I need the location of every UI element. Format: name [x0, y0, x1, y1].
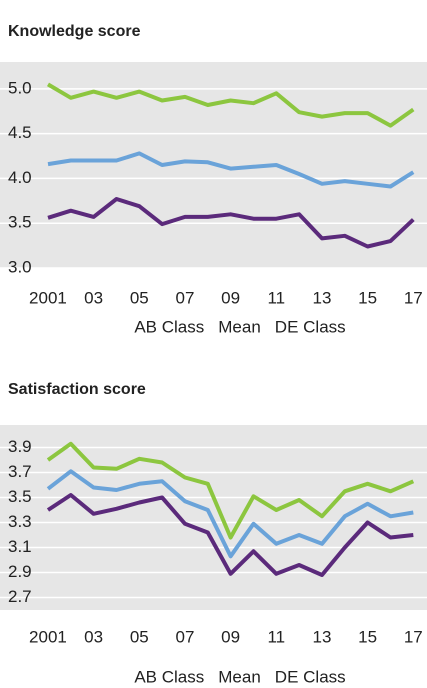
x-tick-label: 03	[84, 627, 103, 646]
series-line	[46, 82, 415, 128]
y-tick-label: 3.0	[8, 257, 32, 276]
legend-entry: Mean	[218, 317, 261, 336]
y-tick-label: 4.0	[8, 168, 32, 187]
x-tick-label: 03	[84, 288, 103, 307]
chart-title: Satisfaction score	[8, 381, 146, 398]
x-tick-label: 17	[404, 288, 423, 307]
chart-title: Knowledge score	[8, 23, 141, 40]
series-line	[46, 493, 414, 577]
x-tick-label: 2001	[29, 627, 67, 646]
y-tick-label: 3.5	[8, 487, 32, 506]
y-tick-label: 3.5	[8, 213, 32, 232]
x-tick-label: 09	[221, 288, 240, 307]
y-tick-label: 2.9	[8, 562, 32, 581]
legend-entry: AB Class	[134, 667, 204, 686]
x-tick-label: 15	[358, 288, 377, 307]
x-tick-label: 17	[404, 627, 423, 646]
x-tick-label: 13	[313, 627, 332, 646]
x-tick-label: 05	[130, 627, 149, 646]
x-tick-label: 11	[267, 288, 285, 307]
series-line	[46, 469, 414, 559]
legend-entry: DE Class	[275, 317, 346, 336]
legend-entry: DE Class	[275, 667, 346, 686]
x-tick-label: 11	[267, 627, 285, 646]
x-tick-label: 13	[313, 288, 332, 307]
series-line	[47, 151, 415, 189]
x-tick-label: 15	[358, 627, 377, 646]
y-tick-label: 5.0	[8, 78, 32, 97]
x-tick-label: 2001	[29, 288, 67, 307]
series-line	[47, 197, 415, 249]
legend-entry: AB Class	[134, 317, 204, 336]
x-tick-label: 07	[175, 288, 194, 307]
x-tick-label: 05	[130, 288, 149, 307]
x-tick-label: 07	[175, 627, 194, 646]
y-tick-label: 3.1	[8, 537, 32, 556]
y-tick-label: 3.3	[8, 512, 32, 531]
legend-entry: Mean	[218, 667, 261, 686]
series-line	[46, 441, 415, 540]
y-tick-label: 2.7	[8, 587, 32, 606]
y-tick-label: 3.7	[8, 462, 32, 481]
x-tick-label: 09	[221, 627, 240, 646]
y-tick-label: 3.9	[8, 437, 32, 456]
y-tick-label: 4.5	[8, 123, 32, 142]
